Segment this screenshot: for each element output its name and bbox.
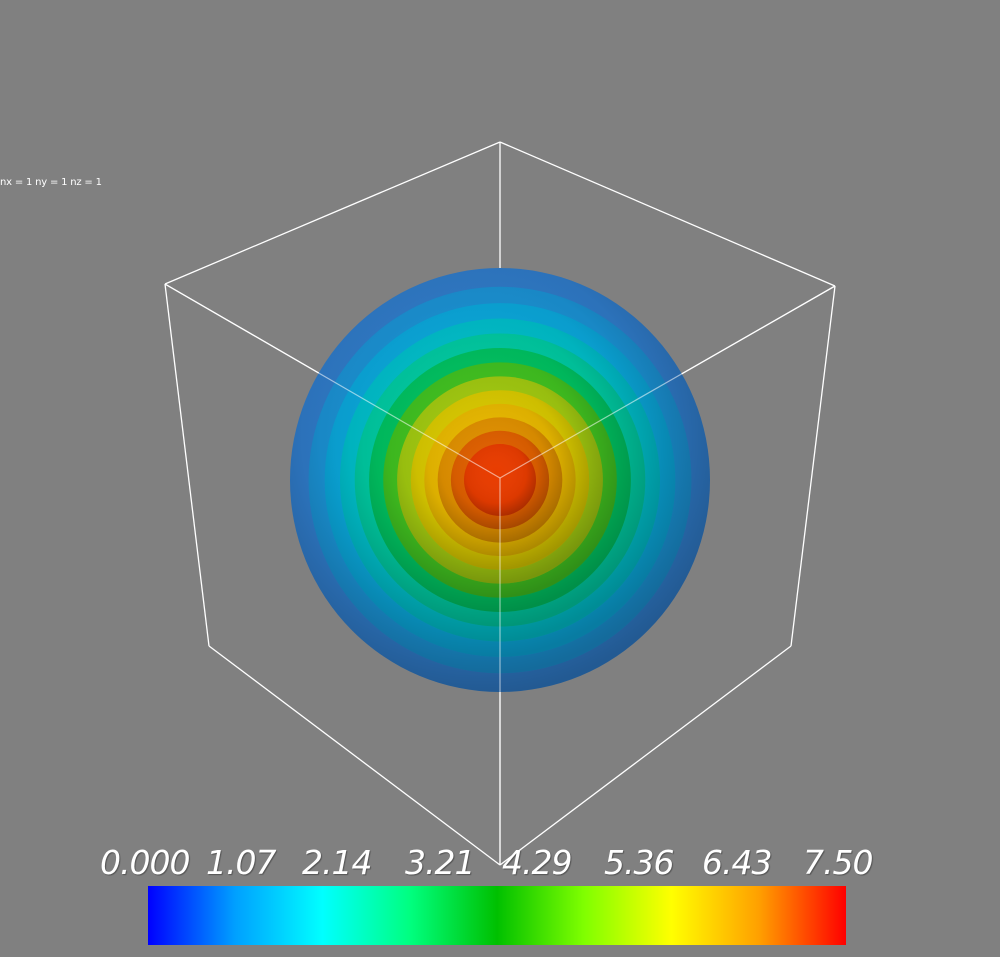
colorbar [148,886,846,945]
colorbar-tick-label: 4.29 [502,843,572,882]
colorbar-tick-label: 5.36 [604,843,674,882]
colorbar-gradient [148,886,846,945]
bounding-box-inner-edges [164,283,836,865]
colorbar-tick-label: 1.07 [206,843,276,882]
colorbar-tick-label: 2.14 [302,843,372,882]
bounding-box-outline [164,141,836,866]
colorbar-tick-label: 0.000 [100,843,190,882]
colorbar-labels: 0.000 1.07 2.14 3.21 4.29 5.36 6.43 7.50 [0,843,1000,885]
colorbar-tick-label: 7.50 [803,843,873,882]
grid-info-label: nx = 1 ny = 1 nz = 1 [0,177,102,188]
colorbar-tick-label: 6.43 [702,843,772,882]
colorbar-tick-label: 3.21 [405,843,475,882]
